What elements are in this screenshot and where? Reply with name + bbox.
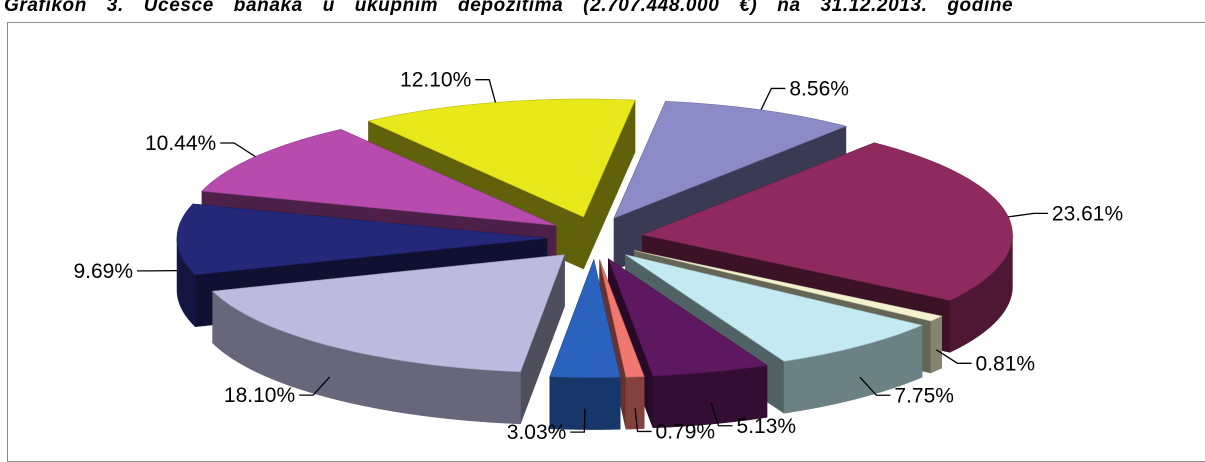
pie-label-11: 12.10% — [400, 69, 471, 92]
pie-label-6: 0.79% — [656, 420, 716, 439]
pie-leader-1 — [761, 88, 785, 109]
pie-leader-10 — [220, 143, 255, 157]
pie-label-3: 0.81% — [976, 352, 1036, 375]
pie-label-9: 9.69% — [73, 260, 133, 283]
pie-leader-11 — [475, 80, 495, 103]
pie-chart: 8.56% 23.61% 0.81% 7.75% 5.13% 0.79% 3.03% 18.1… — [0, 0, 1205, 439]
pie-slice-3-rim — [931, 316, 942, 373]
pie-label-2: 23.61% — [1052, 202, 1123, 225]
pie-label-4: 7.75% — [894, 384, 954, 407]
pie-slice-6-rim — [626, 377, 644, 430]
pie-label-7: 3.03% — [507, 421, 567, 439]
pie-label-5: 5.13% — [737, 415, 797, 438]
pie-leader-2 — [1008, 213, 1048, 217]
pie-label-8: 18.10% — [224, 384, 295, 407]
pie-slices — [177, 99, 1012, 430]
pie-label-1: 8.56% — [789, 77, 849, 100]
pie-label-10: 10.44% — [145, 132, 216, 155]
